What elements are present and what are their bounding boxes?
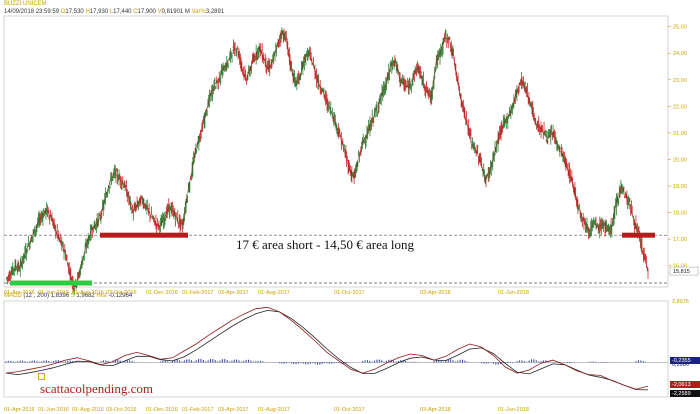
x-tick-label-bottom: 01-Apr-2016 bbox=[4, 407, 35, 413]
header-date: 14/09/2018 bbox=[4, 9, 35, 15]
last-price-label: 15,815 bbox=[673, 269, 690, 275]
y-tick-label: 16,00 bbox=[673, 264, 687, 270]
hist-label: Hist bbox=[96, 293, 107, 299]
macd-params: (12 , 200) bbox=[23, 293, 50, 299]
x-tick-label-bottom: 01-Dec-2016 bbox=[146, 407, 178, 413]
signal-line bbox=[5, 309, 649, 391]
x-tick-label-top: 01-Jun-2018 bbox=[498, 290, 529, 296]
resistance-bar-2 bbox=[622, 232, 655, 238]
x-tick-label-top: 01-Feb-2017 bbox=[182, 290, 214, 296]
macd-tick-label: 0,2986 bbox=[672, 362, 689, 368]
x-tick-label-top: 03-Apr-2018 bbox=[420, 290, 451, 296]
y-tick-label: 20,00 bbox=[673, 157, 687, 163]
last-price-box bbox=[669, 266, 699, 276]
ohlc-header: 14/09/2018 23:59:59 O17,530 H17,930 L17,… bbox=[4, 9, 224, 16]
low-value: 17,440 bbox=[113, 9, 132, 15]
high-label: H bbox=[85, 9, 90, 15]
y-tick-label: 24,00 bbox=[673, 51, 687, 57]
macd-tick-label: -2,0613 bbox=[672, 382, 691, 388]
low-label: L bbox=[109, 9, 114, 15]
x-tick-label-bottom: 01-Oct-2017 bbox=[334, 407, 365, 413]
header-time: 23:59:59 bbox=[35, 9, 60, 15]
var-value: 3,2891 bbox=[205, 9, 225, 15]
price-panel-frame bbox=[3, 15, 669, 288]
x-tick-label-bottom: 01-Jun-2016 bbox=[38, 407, 69, 413]
macd-label: MACD bbox=[4, 293, 22, 299]
watermark-square-icon bbox=[38, 373, 45, 380]
y-tick-label: 23,00 bbox=[673, 78, 687, 84]
watermark-text: scattacolpending.com bbox=[40, 381, 153, 396]
volume-label: V bbox=[157, 9, 162, 15]
x-tick-label-bottom: 01-Aug-2017 bbox=[258, 407, 290, 413]
open-value: 17,530 bbox=[65, 9, 84, 15]
price-line bbox=[5, 31, 649, 289]
hist-value: -0,12964 bbox=[108, 293, 133, 299]
macd-value-box bbox=[670, 390, 700, 397]
macd-tick-label: -0,2355 bbox=[672, 358, 691, 364]
y-tick-label: 19,00 bbox=[673, 184, 687, 190]
x-tick-label-top: 01-Jun-2016 bbox=[38, 290, 69, 296]
y-tick-label: 17,00 bbox=[673, 237, 687, 243]
x-tick-label-top: 03-Oct-2016 bbox=[106, 290, 137, 296]
macd-tick-label: -2,2589 bbox=[672, 391, 691, 397]
x-tick-label-bottom: 01-Jun-2018 bbox=[498, 407, 529, 413]
support-bar bbox=[10, 280, 92, 286]
x-tick-label-bottom: 01-Aug-2016 bbox=[72, 407, 104, 413]
close-value: 17,900 bbox=[137, 9, 156, 15]
open-label: O bbox=[60, 9, 66, 15]
x-tick-label-top: 01-Dec-2016 bbox=[146, 290, 178, 296]
resistance-bar-1 bbox=[100, 232, 188, 238]
volume-value: 0,81901 M bbox=[161, 9, 190, 15]
macd-value-box bbox=[670, 381, 700, 388]
y-tick-label: 25,00 bbox=[673, 25, 687, 31]
macd-value-box bbox=[670, 361, 700, 368]
annotation-text: 17 € area short - 14,50 € area long bbox=[236, 237, 414, 252]
x-tick-label-top: 03-Apr-2017 bbox=[218, 290, 249, 296]
x-tick-label-bottom: 03-Apr-2017 bbox=[218, 407, 249, 413]
macd-header: MACD (12 , 200) 1,8396 S 1,9682 Hist -0,… bbox=[4, 293, 132, 300]
close-label: C bbox=[133, 9, 138, 15]
x-tick-label-top: 01-Aug-2017 bbox=[258, 290, 290, 296]
y-tick-label: 18,00 bbox=[673, 211, 687, 217]
x-tick-label-bottom: 03-Oct-2016 bbox=[106, 407, 137, 413]
macd-tick-label: 2,8976 bbox=[672, 299, 689, 305]
macd-line bbox=[5, 306, 649, 390]
x-tick-label-top: 01-Oct-2017 bbox=[334, 290, 365, 296]
symbol-label: BUZZI UNICEM bbox=[4, 1, 47, 7]
var-label: Var% bbox=[191, 9, 206, 15]
macd-value-box bbox=[670, 357, 700, 364]
x-tick-label-bottom: 03-Apr-2018 bbox=[420, 407, 451, 413]
macd-value: 1,8396 bbox=[50, 293, 70, 299]
high-value: 17,930 bbox=[89, 9, 109, 15]
signal-value: 1,9682 bbox=[76, 293, 95, 299]
x-tick-label-top: 01-Apr-2016 bbox=[4, 290, 35, 296]
signal-label: S bbox=[70, 293, 75, 299]
y-tick-label: 21,00 bbox=[673, 131, 687, 137]
macd-panel-frame bbox=[3, 300, 669, 398]
x-tick-label-top: 01-Aug-2016 bbox=[72, 290, 104, 296]
x-tick-label-bottom: 01-Feb-2017 bbox=[182, 407, 214, 413]
y-tick-label: 22,00 bbox=[673, 104, 687, 110]
